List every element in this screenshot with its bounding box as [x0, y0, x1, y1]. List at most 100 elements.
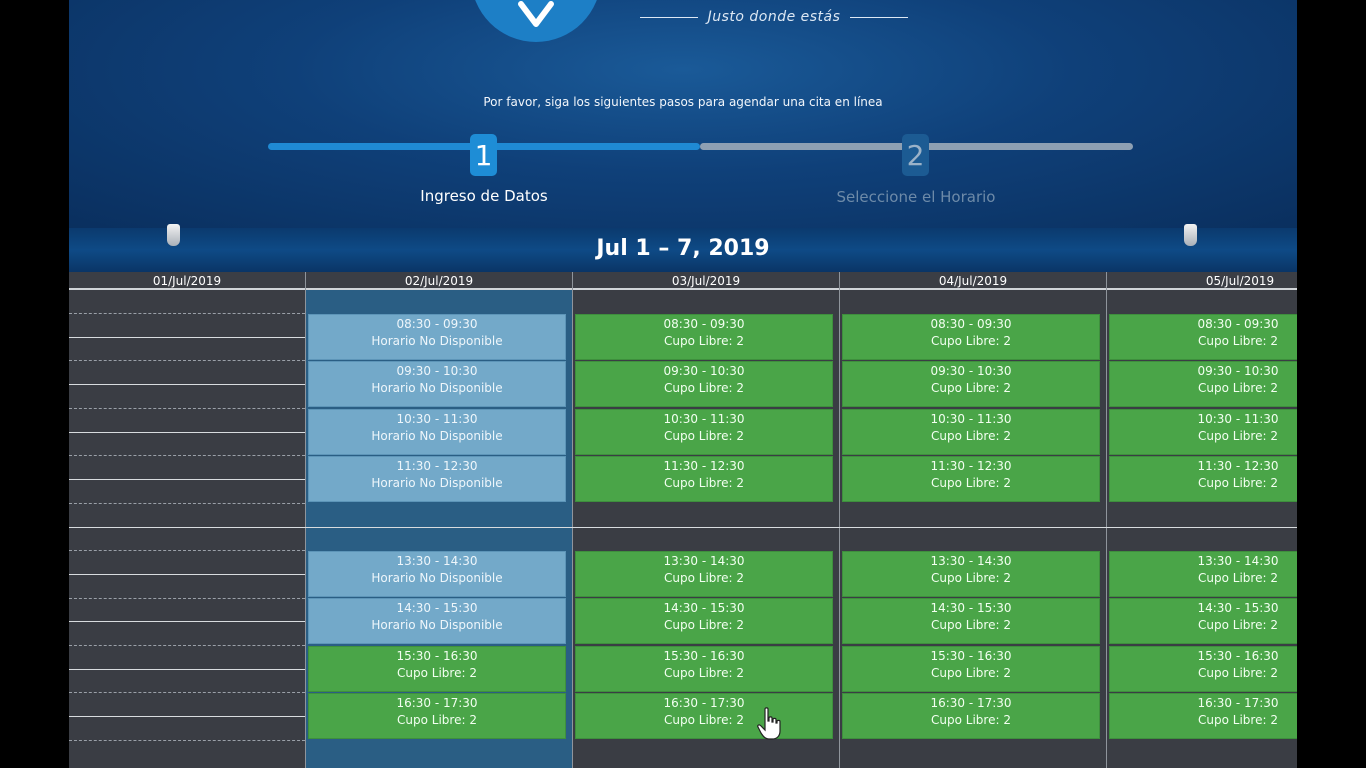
slot-free[interactable]: 10:30 - 11:30 Cupo Libre: 2: [842, 409, 1100, 455]
slot-status: Cupo Libre: 2: [1198, 713, 1278, 727]
slot-time: 14:30 - 15:30: [930, 601, 1012, 615]
app-window: Justo donde estás Por favor, siga los si…: [69, 0, 1297, 768]
day-header[interactable]: 01/Jul/2019: [69, 272, 305, 290]
slot-status: Cupo Libre: 2: [1198, 334, 1278, 348]
slot-time: 15:30 - 16:30: [930, 649, 1012, 663]
slot-free[interactable]: 08:30 - 09:30 Cupo Libre: 2: [575, 314, 833, 360]
slot-unavailable[interactable]: 09:30 - 10:30 Horario No Disponible: [308, 361, 566, 407]
slot-time: 09:30 - 10:30: [1197, 364, 1279, 378]
slot-free[interactable]: 10:30 - 11:30 Cupo Libre: 2: [1109, 409, 1297, 455]
tagline-rule-left: [639, 16, 698, 18]
tagline: Justo donde estás: [629, 6, 919, 28]
hour-gridline: [69, 313, 305, 314]
hour-gridline: [69, 669, 305, 670]
hour-gridline: [69, 432, 305, 433]
slot-free[interactable]: 15:30 - 16:30 Cupo Libre: 2: [1109, 646, 1297, 692]
slot-free[interactable]: 13:30 - 14:30 Cupo Libre: 2: [1109, 551, 1297, 597]
hour-gridline: [69, 479, 305, 480]
slot-free[interactable]: 11:30 - 12:30 Cupo Libre: 2: [1109, 456, 1297, 502]
hour-gridline: [69, 645, 305, 646]
slot-free[interactable]: 11:30 - 12:30 Cupo Libre: 2: [575, 456, 833, 502]
slot-time: 16:30 - 17:30: [930, 696, 1012, 710]
day-header[interactable]: 04/Jul/2019: [839, 272, 1106, 290]
slot-time: 10:30 - 11:30: [396, 412, 478, 426]
slot-free[interactable]: 15:30 - 16:30 Cupo Libre: 2: [842, 646, 1100, 692]
slot-time: 10:30 - 11:30: [930, 412, 1012, 426]
slot-status: Horario No Disponible: [371, 571, 503, 585]
slot-status: Horario No Disponible: [371, 429, 503, 443]
slot-time: 16:30 - 17:30: [663, 696, 745, 710]
next-week-icon[interactable]: [1184, 224, 1197, 246]
slot-free[interactable]: 16:30 - 17:30 Cupo Libre: 2: [575, 693, 833, 739]
slot-free[interactable]: 15:30 - 16:30 Cupo Libre: 2: [575, 646, 833, 692]
step-1-label: Ingreso de Datos: [420, 187, 548, 205]
step-1-badge[interactable]: 1: [470, 134, 497, 176]
slot-status: Cupo Libre: 2: [664, 571, 744, 585]
week-title: Jul 1 – 7, 2019: [596, 236, 770, 261]
step-2-badge[interactable]: 2: [902, 134, 929, 176]
slot-time: 08:30 - 09:30: [663, 317, 745, 331]
slot-time: 11:30 - 12:30: [663, 459, 745, 473]
slot-status: Cupo Libre: 2: [664, 618, 744, 632]
slot-time: 08:30 - 09:30: [1197, 317, 1279, 331]
slot-time: 08:30 - 09:30: [396, 317, 478, 331]
hour-gridline: [69, 550, 305, 551]
hour-gridline: [69, 408, 305, 409]
slot-time: 10:30 - 11:30: [1197, 412, 1279, 426]
hour-gridline: [69, 740, 305, 741]
hour-gridline: [69, 503, 305, 504]
slot-time: 13:30 - 14:30: [396, 554, 478, 568]
slot-unavailable[interactable]: 10:30 - 11:30 Horario No Disponible: [308, 409, 566, 455]
slot-unavailable[interactable]: 11:30 - 12:30 Horario No Disponible: [308, 456, 566, 502]
slot-status: Cupo Libre: 2: [397, 713, 477, 727]
slot-status: Cupo Libre: 2: [664, 713, 744, 727]
slot-free[interactable]: 11:30 - 12:30 Cupo Libre: 2: [842, 456, 1100, 502]
slot-time: 13:30 - 14:30: [1197, 554, 1279, 568]
day-header[interactable]: 02/Jul/2019: [305, 272, 572, 290]
column-divider: [305, 272, 306, 768]
slot-free[interactable]: 15:30 - 16:30 Cupo Libre: 2: [308, 646, 566, 692]
slot-status: Cupo Libre: 2: [931, 571, 1011, 585]
slot-unavailable[interactable]: 08:30 - 09:30 Horario No Disponible: [308, 314, 566, 360]
slot-time: 09:30 - 10:30: [930, 364, 1012, 378]
slot-free[interactable]: 09:30 - 10:30 Cupo Libre: 2: [842, 361, 1100, 407]
slot-status: Cupo Libre: 2: [931, 666, 1011, 680]
hour-gridline: [69, 598, 305, 599]
hour-gridline: [69, 384, 305, 385]
slot-time: 13:30 - 14:30: [663, 554, 745, 568]
slot-free[interactable]: 09:30 - 10:30 Cupo Libre: 2: [1109, 361, 1297, 407]
slot-time: 13:30 - 14:30: [930, 554, 1012, 568]
slot-free[interactable]: 10:30 - 11:30 Cupo Libre: 2: [575, 409, 833, 455]
slot-free[interactable]: 14:30 - 15:30 Cupo Libre: 2: [575, 598, 833, 644]
slot-free[interactable]: 08:30 - 09:30 Cupo Libre: 2: [842, 314, 1100, 360]
hour-gridline: [69, 337, 305, 338]
slot-free[interactable]: 13:30 - 14:30 Cupo Libre: 2: [842, 551, 1100, 597]
slot-free[interactable]: 14:30 - 15:30 Cupo Libre: 2: [1109, 598, 1297, 644]
slot-status: Cupo Libre: 2: [1198, 666, 1278, 680]
hand-pointer-cursor-icon: [757, 707, 781, 740]
slot-time: 09:30 - 10:30: [663, 364, 745, 378]
day-header[interactable]: 05/Jul/2019: [1106, 272, 1297, 290]
slot-free[interactable]: 16:30 - 17:30 Cupo Libre: 2: [842, 693, 1100, 739]
hour-gridline: [69, 621, 305, 622]
slot-time: 14:30 - 15:30: [396, 601, 478, 615]
slot-unavailable[interactable]: 14:30 - 15:30 Horario No Disponible: [308, 598, 566, 644]
slot-time: 08:30 - 09:30: [930, 317, 1012, 331]
slot-free[interactable]: 16:30 - 17:30 Cupo Libre: 2: [308, 693, 566, 739]
slot-unavailable[interactable]: 13:30 - 14:30 Horario No Disponible: [308, 551, 566, 597]
slot-time: 15:30 - 16:30: [1197, 649, 1279, 663]
slot-time: 14:30 - 15:30: [1197, 601, 1279, 615]
slot-free[interactable]: 09:30 - 10:30 Cupo Libre: 2: [575, 361, 833, 407]
logo-v-icon: [518, 1, 554, 27]
slot-free[interactable]: 13:30 - 14:30 Cupo Libre: 2: [575, 551, 833, 597]
day-header[interactable]: 03/Jul/2019: [572, 272, 839, 290]
slot-free[interactable]: 16:30 - 17:30 Cupo Libre: 2: [1109, 693, 1297, 739]
slot-status: Cupo Libre: 2: [664, 429, 744, 443]
prev-week-icon[interactable]: [167, 224, 180, 246]
slot-free[interactable]: 08:30 - 09:30 Cupo Libre: 2: [1109, 314, 1297, 360]
hour-gridline: [69, 455, 305, 456]
calendar-toolbar: [69, 228, 1297, 272]
slot-time: 11:30 - 12:30: [1197, 459, 1279, 473]
hour-gridline: [69, 527, 1297, 528]
slot-free[interactable]: 14:30 - 15:30 Cupo Libre: 2: [842, 598, 1100, 644]
